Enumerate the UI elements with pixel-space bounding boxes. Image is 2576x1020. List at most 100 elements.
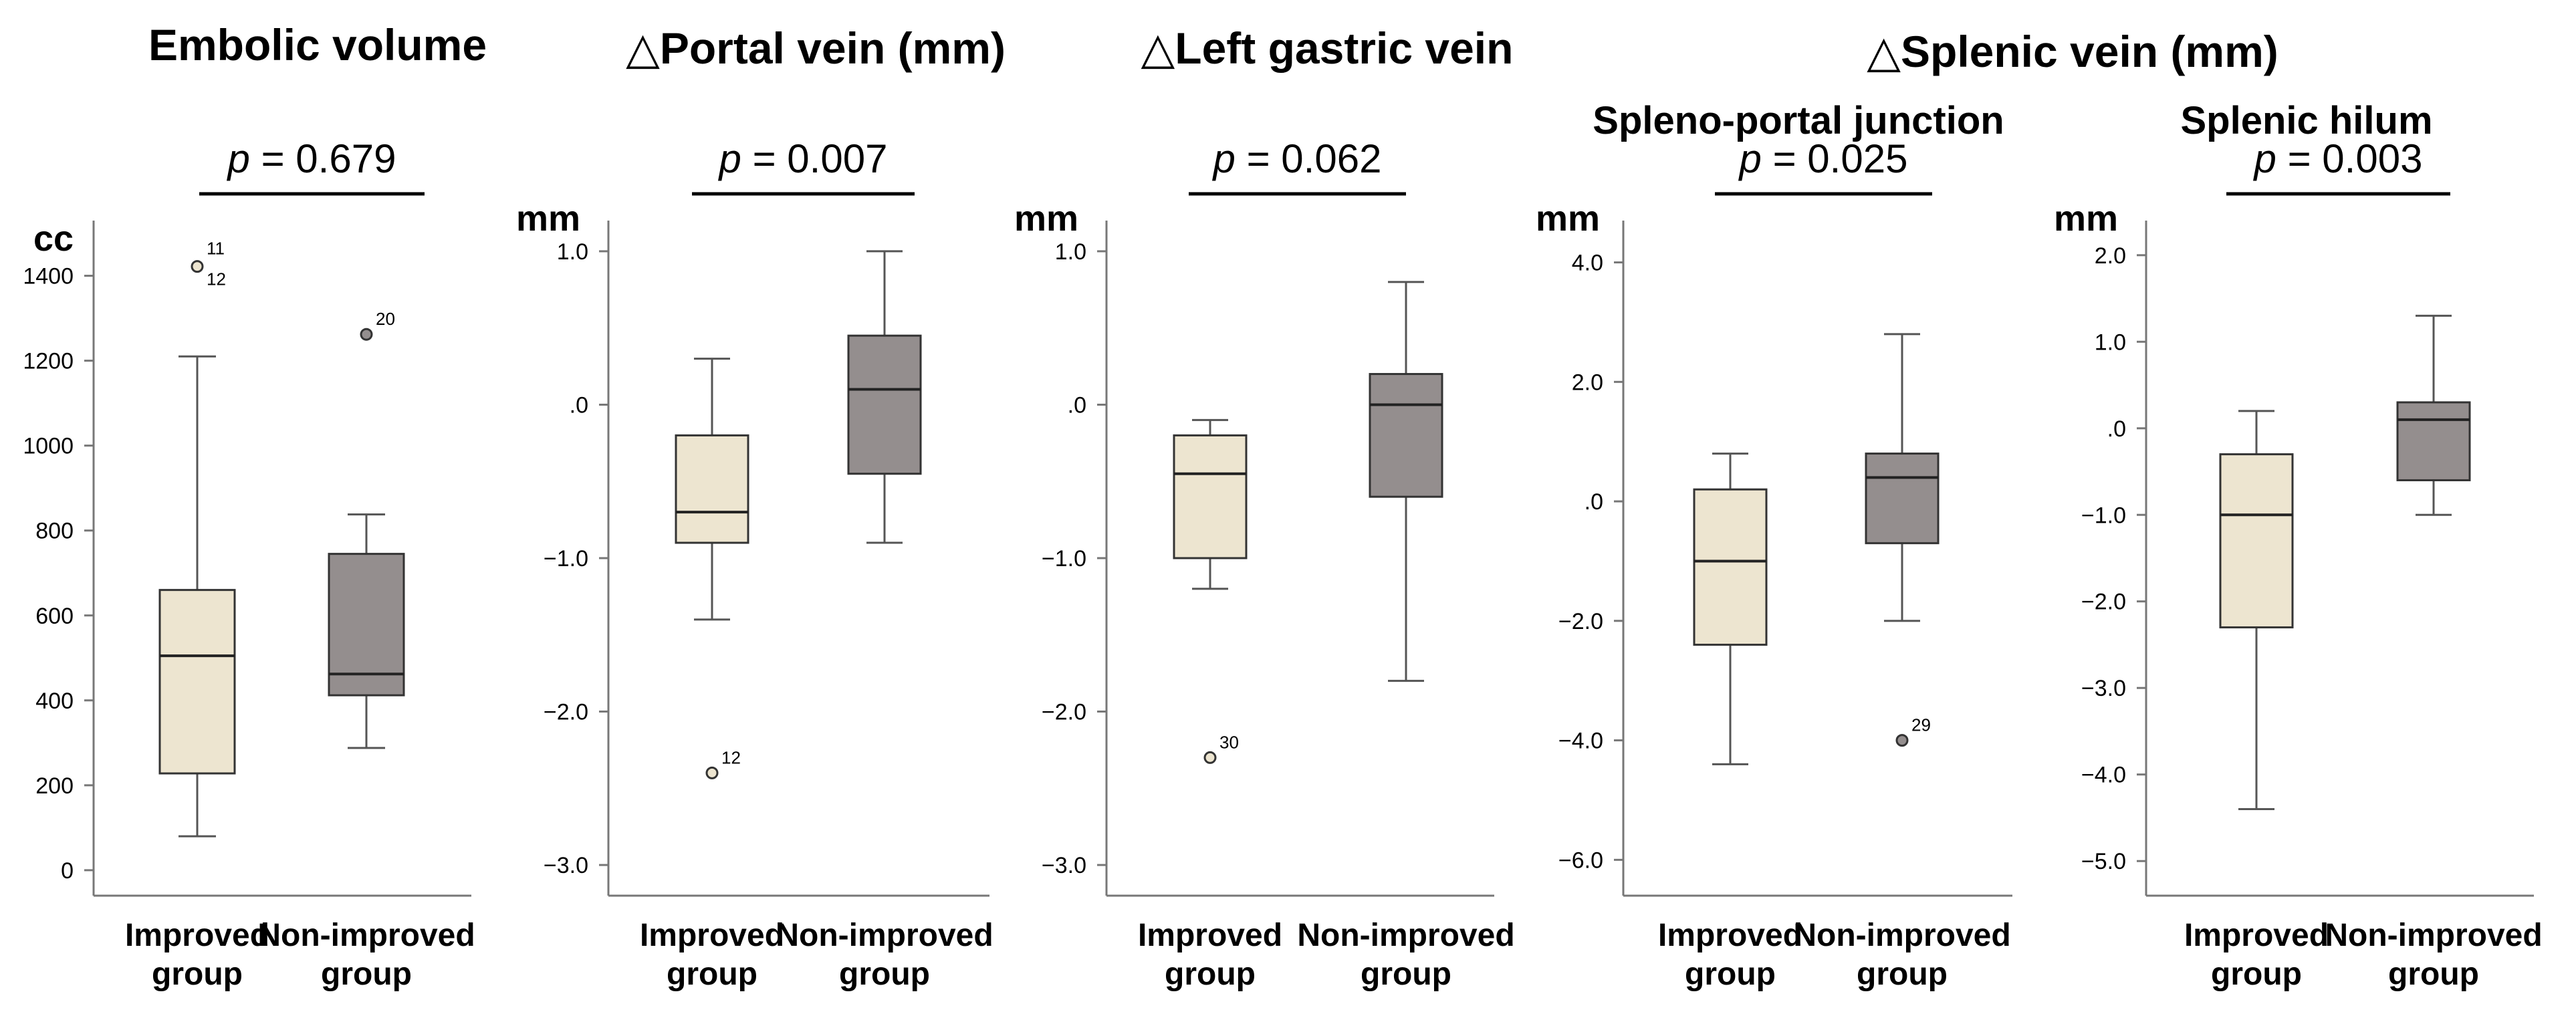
- unit-label-4: mm: [2054, 199, 2118, 239]
- panel-title-2: △Left gastric vein: [1141, 23, 1514, 73]
- category-word: group: [1165, 957, 1256, 992]
- x-category-label-1-1: Non-improved group: [776, 918, 993, 992]
- p-symbol: p: [2253, 136, 2276, 181]
- y-tick-label-0-2: 400: [35, 688, 74, 714]
- category-word: group: [1857, 957, 1948, 992]
- y-tick-label-4-0: 2.0: [2095, 243, 2126, 269]
- category-word: group: [1361, 957, 1451, 992]
- p-symbol: p: [1738, 136, 1762, 181]
- y-tick-label-4-4: −2.0: [2081, 590, 2126, 615]
- category-word: Non-improved: [1297, 918, 1514, 953]
- category-word: Improved: [2184, 918, 2329, 953]
- outlier-point-3-0: [1895, 734, 1909, 747]
- y-tick-label-2-1: .0: [1068, 392, 1086, 418]
- box-1-0: [675, 434, 749, 544]
- category-word: Improved: [1658, 918, 1802, 953]
- outlier-point-1-0: [705, 766, 719, 779]
- p-value: = 0.007: [741, 136, 888, 181]
- y-tick-label-1-1: .0: [570, 392, 588, 418]
- p-symbol: p: [1212, 136, 1236, 181]
- p-value-label-2: p = 0.062: [1212, 136, 1382, 181]
- outlier-label-0-1-0: 20: [376, 309, 395, 329]
- y-tick-label-4-1: 1.0: [2095, 330, 2126, 355]
- x-category-label-3-0: Improved group: [1658, 918, 1802, 992]
- y-tick-label-0-3: 600: [35, 604, 74, 629]
- y-tick-label-1-2: −1.0: [544, 546, 588, 571]
- y-tick-label-2-4: −3.0: [1042, 853, 1086, 878]
- box-3-0: [1693, 488, 1768, 646]
- p-value-label-1: p = 0.007: [718, 136, 888, 181]
- y-tick-label-2-0: 1.0: [1055, 239, 1086, 265]
- x-category-label-2-0: Improved group: [1138, 918, 1282, 992]
- p-value: = 0.679: [250, 136, 396, 181]
- category-word: group: [667, 957, 757, 992]
- p-value: = 0.003: [2276, 136, 2423, 181]
- p-value-label-3: p = 0.025: [1738, 136, 1908, 181]
- outlier-label-1-0-0: 12: [721, 747, 741, 767]
- box-1-1: [847, 334, 922, 475]
- outlier-label-2-0-0: 30: [1219, 732, 1239, 752]
- p-symbol: p: [718, 136, 741, 181]
- p-value-label-4: p = 0.003: [2253, 136, 2423, 181]
- y-tick-label-3-1: 2.0: [1572, 370, 1603, 395]
- y-tick-label-4-2: .0: [2107, 416, 2126, 442]
- box-0-0: [158, 589, 236, 775]
- group-title-splenic-vein: △Splenic vein (mm): [1867, 27, 2278, 76]
- box-3-1: [1865, 453, 1940, 545]
- box-4-0: [2219, 453, 2294, 629]
- category-word: Non-improved: [2325, 918, 2542, 953]
- category-word: group: [1685, 957, 1776, 992]
- x-category-label-4-0: Improved group: [2184, 918, 2329, 992]
- outlier-label-0-0-1: 12: [207, 269, 226, 289]
- y-tick-label-4-7: −5.0: [2081, 849, 2126, 874]
- y-tick-label-3-2: .0: [1585, 489, 1603, 515]
- y-tick-label-0-1: 200: [35, 773, 74, 799]
- y-tick-label-1-3: −2.0: [544, 700, 588, 725]
- y-tick-label-4-6: −4.0: [2081, 763, 2126, 788]
- category-word: group: [839, 957, 930, 992]
- outlier-point-0-0: [191, 260, 204, 273]
- unit-label-2: mm: [1014, 199, 1078, 239]
- category-word: Non-improved: [776, 918, 993, 953]
- y-tick-label-0-4: 800: [35, 519, 74, 544]
- y-tick-label-0-6: 1200: [23, 349, 74, 374]
- outlier-label-0-0-0: 11: [207, 239, 225, 259]
- box-2-0: [1173, 434, 1248, 559]
- category-word: group: [2211, 957, 2302, 992]
- y-tick-label-3-5: −6.0: [1558, 848, 1603, 873]
- category-word: Improved: [1138, 918, 1282, 953]
- unit-label-1: mm: [516, 199, 580, 239]
- x-category-label-0-0: Improved group: [125, 918, 269, 992]
- p-symbol: p: [227, 136, 250, 181]
- x-category-label-4-1: Non-improved group: [2325, 918, 2542, 992]
- y-tick-label-2-2: −1.0: [1042, 546, 1086, 571]
- y-tick-label-1-0: 1.0: [557, 239, 588, 265]
- category-word: Non-improved: [257, 918, 475, 953]
- unit-label-0: cc: [33, 219, 74, 259]
- y-tick-label-3-3: −2.0: [1558, 609, 1603, 634]
- p-value-label-0: p = 0.679: [227, 136, 396, 181]
- category-word: Non-improved: [1793, 918, 2010, 953]
- y-tick-label-3-4: −4.0: [1558, 729, 1603, 754]
- y-tick-label-3-0: 4.0: [1572, 251, 1603, 276]
- y-tick-label-1-4: −3.0: [544, 853, 588, 878]
- panel-subtitle-3: Spleno-portal junction: [1593, 99, 2004, 142]
- y-tick-label-4-5: −3.0: [2081, 676, 2126, 701]
- x-category-label-2-1: Non-improved group: [1297, 918, 1514, 992]
- y-tick-label-4-3: −1.0: [2081, 503, 2126, 528]
- y-tick-label-0-0: 0: [61, 858, 74, 884]
- x-category-label-0-1: Non-improved group: [257, 918, 475, 992]
- outlier-label-3-0-0: 29: [1911, 715, 1931, 735]
- y-tick-label-0-7: 1400: [23, 264, 74, 289]
- p-value: = 0.062: [1236, 136, 1382, 181]
- category-word: group: [321, 957, 412, 992]
- unit-label-3: mm: [1536, 199, 1600, 239]
- category-word: Improved: [125, 918, 269, 953]
- x-category-label-1-0: Improved group: [640, 918, 784, 992]
- p-value: = 0.025: [1762, 136, 1908, 181]
- panel-title-0: Embolic volume: [148, 20, 487, 70]
- outlier-point-0-1: [360, 328, 373, 341]
- y-tick-label-0-5: 1000: [23, 434, 74, 459]
